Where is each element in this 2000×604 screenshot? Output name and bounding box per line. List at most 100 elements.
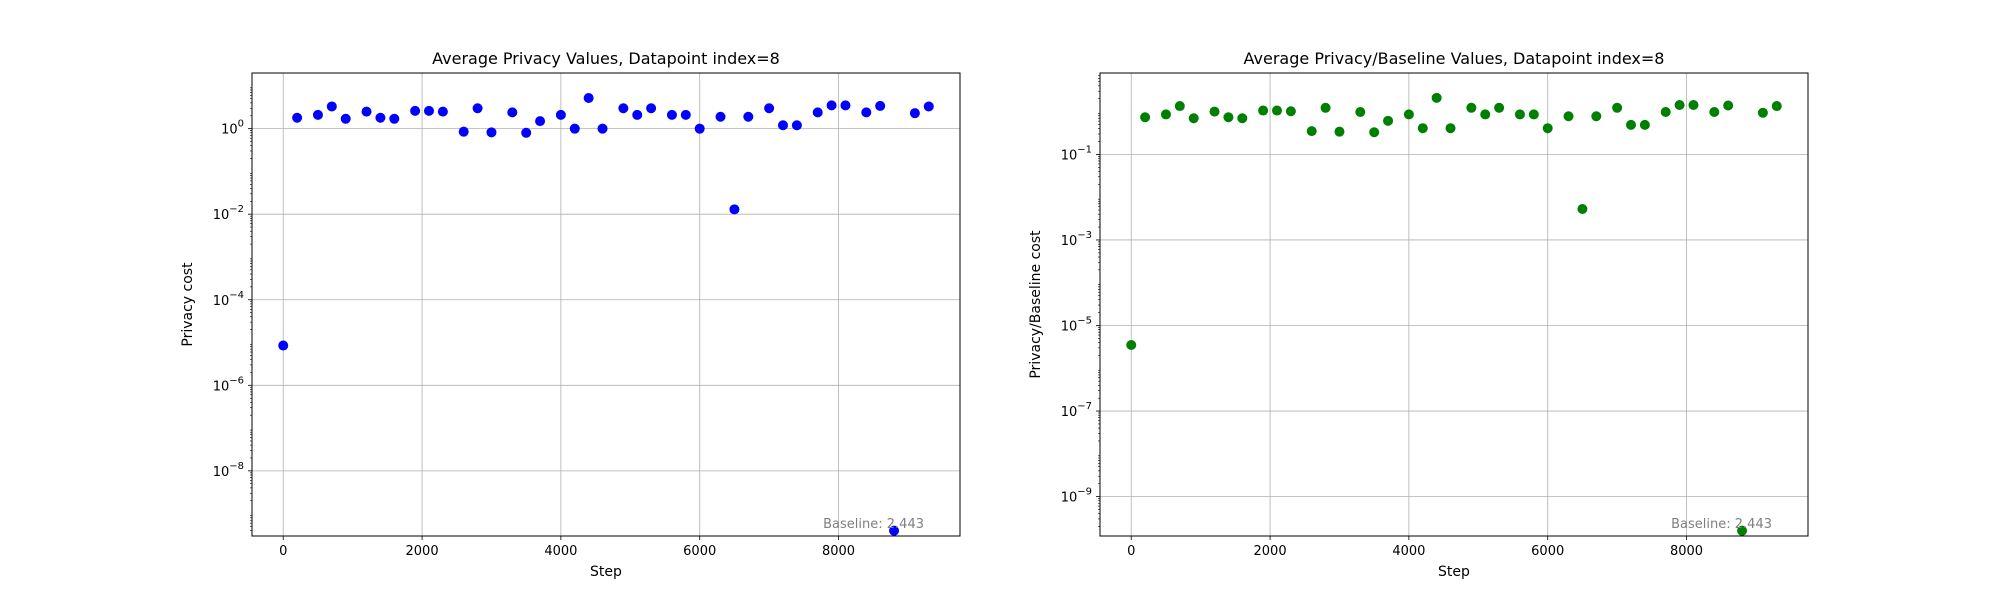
data-point xyxy=(1626,119,1636,130)
data-point xyxy=(1223,112,1234,123)
data-point xyxy=(646,103,657,114)
data-point xyxy=(1272,105,1282,116)
y-tick-label: 10−3 xyxy=(1061,230,1092,249)
data-point xyxy=(472,103,483,114)
data-point xyxy=(1417,123,1428,134)
data-point xyxy=(583,93,594,104)
data-point xyxy=(312,109,323,120)
data-point xyxy=(1140,112,1151,123)
data-point xyxy=(632,109,643,120)
data-point xyxy=(840,100,851,111)
data-point xyxy=(1688,99,1699,110)
data-point xyxy=(666,109,677,120)
axes-frame xyxy=(1099,72,1809,537)
data-point xyxy=(1403,109,1414,120)
data-point xyxy=(361,106,372,117)
data-point xyxy=(569,123,580,134)
data-point xyxy=(1431,92,1442,103)
y-tick-label: 10−8 xyxy=(213,461,244,480)
x-tick-label: 2000 xyxy=(1254,544,1287,559)
data-point xyxy=(1639,119,1650,130)
data-point xyxy=(1771,101,1782,112)
x-tick-label: 4000 xyxy=(1392,544,1425,559)
y-tick-label: 10−2 xyxy=(213,204,244,223)
x-tick-label: 4000 xyxy=(544,544,577,559)
data-point xyxy=(909,108,920,119)
data-point xyxy=(535,116,546,127)
x-tick-label: 6000 xyxy=(683,544,716,559)
data-point xyxy=(1466,102,1477,113)
plot-area xyxy=(252,73,960,536)
data-point xyxy=(1355,107,1366,118)
data-point xyxy=(292,112,303,123)
y-tick-label: 100 xyxy=(221,119,244,138)
data-point xyxy=(1174,101,1185,112)
data-point xyxy=(1591,111,1602,122)
data-point xyxy=(1480,109,1491,120)
x-tick-label: 0 xyxy=(1127,544,1135,559)
data-point xyxy=(555,109,566,120)
plot-area xyxy=(1100,73,1808,536)
data-point xyxy=(340,113,351,124)
data-point xyxy=(507,107,518,118)
data-point xyxy=(437,106,448,117)
data-point xyxy=(1577,203,1588,214)
data-point xyxy=(778,120,788,131)
x-axis-label: Step xyxy=(1438,564,1470,580)
y-tick-label: 10−4 xyxy=(213,290,244,309)
data-point xyxy=(1660,107,1671,118)
data-point xyxy=(743,111,754,122)
data-point xyxy=(424,105,434,116)
y-tick-label: 10−7 xyxy=(1061,401,1092,420)
data-point xyxy=(521,127,532,138)
y-axis-label: Privacy cost xyxy=(180,262,196,347)
y-tick-label: 10−6 xyxy=(213,375,244,394)
data-point xyxy=(375,112,386,123)
data-point xyxy=(875,100,886,111)
data-point xyxy=(1320,102,1331,113)
data-point xyxy=(715,111,726,122)
data-point xyxy=(1285,106,1296,117)
y-tick-label: 10−1 xyxy=(1061,144,1092,163)
data-point xyxy=(1542,123,1553,134)
data-point xyxy=(1258,105,1269,116)
chart-title: Average Privacy/Baseline Values, Datapoi… xyxy=(1244,49,1665,68)
data-point xyxy=(410,105,421,116)
data-point xyxy=(1237,113,1248,124)
data-point xyxy=(1369,127,1380,138)
chart-panel-1: 0 2000 4000 6000 8000 10−8 10−6 10−4 10−2 100 Aver… xyxy=(180,49,961,580)
data-point xyxy=(812,107,823,118)
y-axis-label: Privacy/Baseline cost xyxy=(1028,230,1044,379)
y-tick-label: 10−5 xyxy=(1061,316,1092,335)
data-point xyxy=(1209,106,1220,117)
data-point xyxy=(1612,102,1623,113)
data-point xyxy=(1188,113,1199,124)
data-point xyxy=(764,103,775,114)
x-axis-label: Step xyxy=(590,564,622,580)
data-point xyxy=(486,127,497,138)
data-point xyxy=(923,101,934,112)
x-tick-label: 8000 xyxy=(822,544,855,559)
data-point xyxy=(1334,126,1345,137)
data-point xyxy=(889,525,900,536)
data-point xyxy=(861,107,872,118)
data-point xyxy=(1160,109,1171,120)
data-point xyxy=(597,123,608,134)
data-point xyxy=(1709,107,1720,118)
data-point xyxy=(1306,126,1317,137)
data-point xyxy=(458,126,469,137)
data-point xyxy=(1723,100,1734,111)
data-point xyxy=(1528,109,1539,120)
data-point xyxy=(1563,111,1574,122)
axes-frame xyxy=(251,72,961,537)
chart-title: Average Privacy Values, Datapoint index=… xyxy=(432,49,780,68)
y-tick-label: 10−9 xyxy=(1061,487,1092,506)
baseline-annotation: Baseline: 2.443 xyxy=(823,517,924,532)
data-point xyxy=(326,101,337,112)
data-point xyxy=(389,113,400,124)
chart-panel-2: 0 2000 4000 6000 8000 10−9 10−7 10−5 10−3 10−1 Ave… xyxy=(1028,49,1809,580)
data-point xyxy=(1514,109,1525,120)
data-point xyxy=(1737,525,1748,536)
